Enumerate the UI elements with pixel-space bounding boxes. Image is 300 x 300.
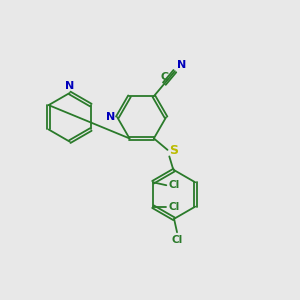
Text: Cl: Cl (168, 180, 180, 190)
Text: C: C (160, 72, 168, 82)
Text: N: N (65, 81, 74, 91)
Text: N: N (177, 60, 186, 70)
Text: N: N (106, 112, 115, 122)
Text: S: S (169, 144, 178, 157)
Text: Cl: Cl (171, 235, 183, 244)
Text: Cl: Cl (168, 202, 180, 212)
